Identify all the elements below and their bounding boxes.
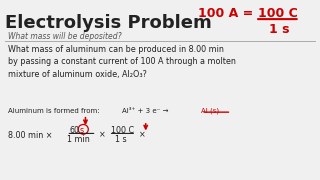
Text: s: s <box>80 126 84 135</box>
Text: ×: × <box>99 131 106 140</box>
Text: What mass of aluminum can be produced in 8.00 min
by passing a constant current : What mass of aluminum can be produced in… <box>8 45 236 79</box>
Text: 100 A =: 100 A = <box>198 7 253 20</box>
Text: 1 min: 1 min <box>67 135 90 144</box>
Text: Electrolysis Problem: Electrolysis Problem <box>4 14 211 32</box>
Text: 1 s: 1 s <box>115 135 127 144</box>
Text: ×: × <box>139 131 145 140</box>
Text: Aluminum is formed from:: Aluminum is formed from: <box>8 108 99 114</box>
Text: 1 s: 1 s <box>269 23 290 36</box>
Text: 60: 60 <box>69 126 80 135</box>
Text: What mass will be deposited?: What mass will be deposited? <box>8 31 121 40</box>
Text: Al³⁺ + 3 e⁻ →: Al³⁺ + 3 e⁻ → <box>122 108 171 114</box>
Text: 8.00 min ×: 8.00 min × <box>8 131 52 140</box>
Text: 100 C: 100 C <box>111 126 134 135</box>
Text: Al (s): Al (s) <box>201 108 220 114</box>
Text: 100 C: 100 C <box>258 7 298 20</box>
